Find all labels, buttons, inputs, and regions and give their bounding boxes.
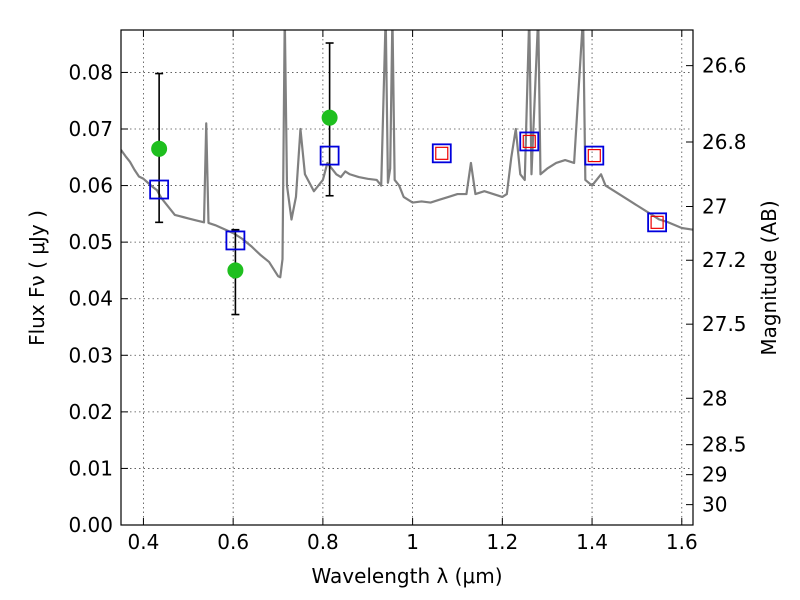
- x-tick-label: 0.6: [217, 530, 249, 554]
- x-tick-label: 1.6: [666, 530, 698, 554]
- y2-tick-label: 28.5: [702, 433, 747, 457]
- model-photometry-square: [647, 212, 668, 233]
- observed-point: [227, 262, 244, 279]
- y-tick-label: 0.05: [68, 230, 113, 254]
- axes: 0.4 0.6 0.8 1 1.2 1.4 1.6 0.00 0.01 0.02 0.03 0.04 0…: [68, 30, 747, 554]
- y2-tick-label: 27: [702, 195, 727, 219]
- plot-frame: [120, 29, 694, 526]
- y2-tick-label: 26.6: [702, 54, 747, 78]
- model-spectrum-line: [121, 30, 693, 279]
- y-axis-label: Flux Fν ( μJy ): [25, 210, 49, 346]
- model-photometry-square: [225, 230, 246, 251]
- observed-point: [321, 109, 338, 126]
- model-photometry-square: [519, 131, 540, 152]
- x-tick-label: 1: [406, 530, 419, 554]
- y-tick-label: 0.08: [68, 60, 113, 84]
- y2-tick-label: 27.2: [702, 248, 747, 272]
- y2-tick-label: 28: [702, 386, 727, 410]
- x-tick-label: 0.4: [128, 530, 160, 554]
- y2-tick-label: 29: [702, 463, 727, 487]
- x-tick-label: 1.4: [576, 530, 608, 554]
- model-photometry-inner-square: [435, 146, 449, 160]
- y-tick-label: 0.07: [68, 117, 113, 141]
- plot-area: [121, 30, 693, 279]
- y-tick-label: 0.02: [68, 400, 113, 424]
- model-photometry-inner-square: [522, 134, 536, 149]
- x-tick-label: 0.8: [307, 530, 339, 554]
- x-axis-label: Wavelength λ (μm): [311, 564, 502, 588]
- y-tick-label: 0.00: [68, 513, 113, 537]
- y2-tick-label: 27.5: [702, 312, 747, 336]
- model-photometry-inner-square: [650, 215, 664, 229]
- model-photometry-square: [319, 145, 340, 166]
- y-tick-label: 0.06: [68, 174, 113, 198]
- y2-tick-label: 26.8: [702, 130, 747, 154]
- model-photometry-inner-square: [587, 148, 601, 163]
- observed-point: [151, 140, 168, 157]
- y-tick-label: 0.01: [68, 456, 113, 480]
- model-photometry-square: [149, 179, 170, 200]
- y-tick-label: 0.04: [68, 287, 113, 311]
- model-photometry-square: [584, 145, 605, 166]
- y-tick-label: 0.03: [68, 343, 113, 367]
- y2-axis-label: Magnitude (AB): [757, 200, 781, 355]
- x-tick-label: 1.2: [486, 530, 518, 554]
- y2-tick-label: 30: [702, 493, 727, 517]
- model-photometry-square: [431, 143, 452, 164]
- points: [149, 42, 668, 316]
